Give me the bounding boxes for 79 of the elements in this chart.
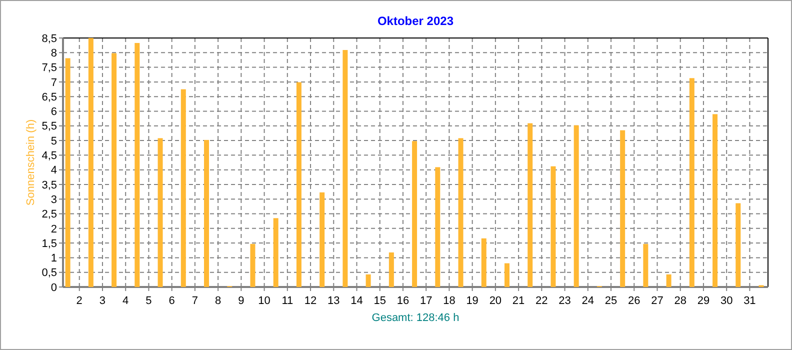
x-tick-label: 2 [76, 295, 82, 307]
y-tick-label: 1 [50, 252, 57, 265]
bar [643, 244, 648, 287]
bar [342, 50, 348, 287]
y-tick-label: 2,5 [42, 208, 57, 221]
bar [620, 130, 626, 287]
y-tick-label: 7,5 [42, 62, 57, 74]
x-tick-label: 27 [651, 295, 664, 307]
bar [736, 203, 741, 287]
y-tick-label: 8,5 [42, 32, 57, 45]
bar [158, 138, 163, 287]
x-tick-label: 14 [350, 295, 363, 307]
bar [65, 58, 70, 287]
x-tick-label: 6 [168, 295, 175, 307]
x-tick-label: 8 [215, 295, 222, 307]
x-tick-label: 18 [443, 295, 456, 307]
bar [435, 167, 440, 287]
y-tick-label: 4,5 [42, 150, 57, 162]
x-tick-label: 29 [697, 295, 710, 307]
text: Gesamt: 128:46 h [372, 312, 460, 324]
x-tick-label: 26 [628, 295, 640, 307]
x-tick-label: 21 [512, 295, 525, 307]
bar [458, 138, 464, 287]
bar [112, 53, 117, 287]
y-tick-label: 1,5 [42, 238, 57, 250]
chart-title: Oktober 2023 [377, 14, 454, 28]
bar [134, 42, 140, 287]
bar [388, 252, 394, 287]
x-tick-label: 31 [744, 295, 756, 307]
x-tick-label: 24 [582, 295, 594, 307]
y-tick-label: 5,5 [42, 120, 57, 133]
bar [180, 89, 186, 287]
x-tick-label: 13 [328, 295, 340, 307]
x-tick-label: 30 [720, 295, 733, 307]
y-tick-label: 7 [50, 76, 57, 89]
y-tick-label: 0,5 [42, 267, 57, 280]
y-tick-label: 4 [50, 164, 57, 177]
y-tick-label: 6,5 [42, 91, 57, 104]
x-tick-label: 5 [146, 295, 152, 307]
bar [689, 78, 694, 287]
x-tick-label: 23 [558, 295, 571, 307]
bar [481, 238, 486, 287]
x-tick-label: 28 [674, 295, 686, 307]
x-tick-label: 19 [466, 295, 478, 307]
x-tick-label: 16 [396, 295, 410, 307]
bar [88, 38, 94, 287]
y-tick-label: 0 [50, 282, 57, 294]
x-tick-label: 3 [99, 295, 106, 307]
bar [574, 125, 579, 287]
bar [250, 244, 256, 287]
bar [666, 274, 672, 287]
x-tick-label: 22 [536, 295, 548, 307]
y-axis-title: Sonnenschein (h) [25, 119, 37, 206]
bar [273, 218, 278, 287]
bar [296, 82, 302, 287]
x-tick-label: 17 [420, 295, 432, 307]
x-tick-label: 11 [282, 295, 294, 307]
y-tick-label: 6 [50, 106, 57, 118]
y-tick-label: 2 [50, 223, 57, 236]
y-tick-label: 3,5 [42, 179, 57, 192]
bar [412, 141, 418, 287]
x-tick-label: 4 [122, 295, 129, 307]
bar [204, 140, 210, 287]
x-tick-label: 9 [238, 295, 244, 307]
y-tick-label: 3 [50, 194, 57, 206]
x-tick-label: 15 [374, 295, 386, 307]
bar [528, 123, 533, 287]
x-tick-label: 12 [304, 295, 317, 307]
bar [712, 114, 718, 287]
x-tick-label: 25 [604, 295, 618, 307]
bar [550, 166, 556, 287]
x-tick-label: 7 [192, 295, 198, 307]
bar [504, 263, 510, 287]
y-tick-label: 5 [50, 135, 57, 148]
x-tick-label: 20 [489, 295, 502, 307]
y-tick-label: 8 [50, 47, 57, 60]
x-tick-label: 10 [258, 295, 270, 307]
bar [366, 274, 371, 287]
bar [320, 192, 325, 287]
